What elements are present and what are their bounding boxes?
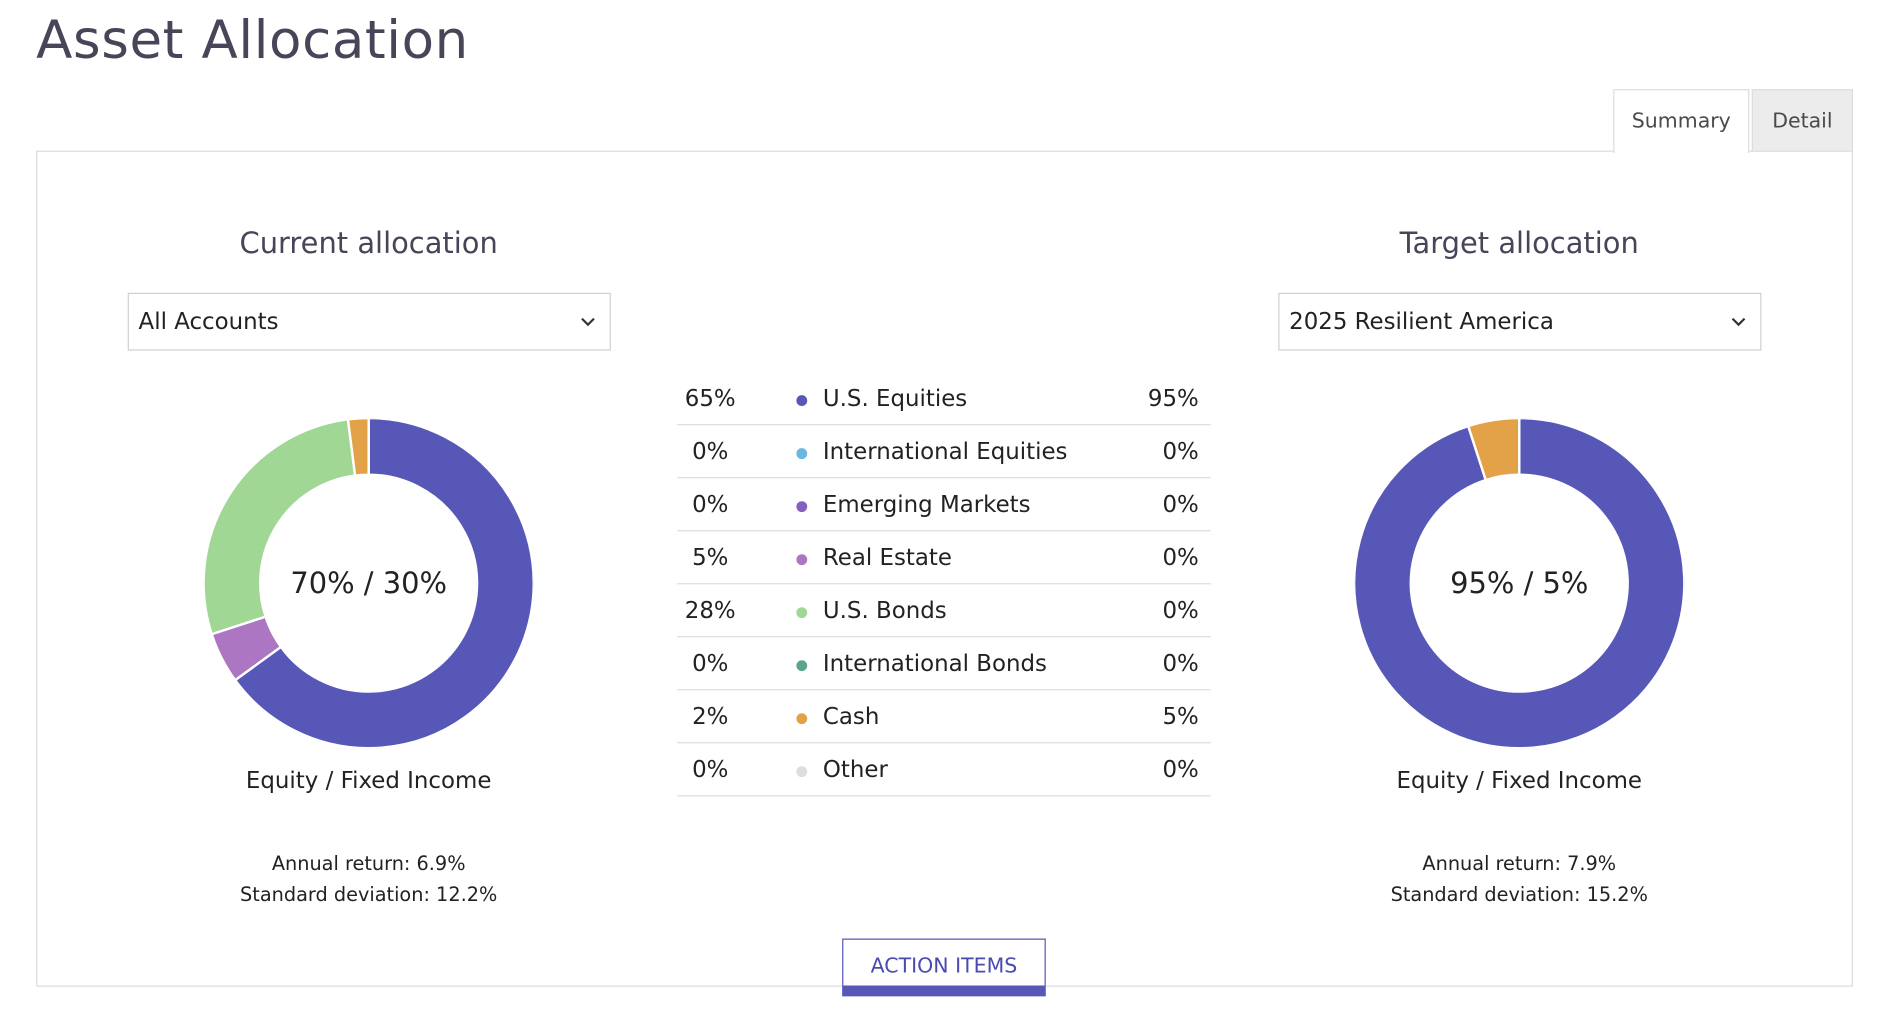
legend-asset-name: U.S. Equities <box>822 385 968 413</box>
current-standard-deviation: Standard deviation: 12.2% <box>240 883 498 907</box>
legend-current-value: 2% <box>692 703 729 730</box>
legend-target-value: 95% <box>1147 385 1199 413</box>
current-donut-slice-u-s-equities <box>233 418 534 749</box>
legend-current-value: 5% <box>692 543 729 571</box>
legend-asset-name: Real Estate <box>822 543 952 571</box>
legend-color-dot <box>796 659 808 671</box>
target-donut-slice-u-s-equities <box>1354 418 1685 749</box>
tab-summary[interactable]: Summary <box>1613 89 1750 154</box>
legend-row-us-equities: 65% U.S. Equities 95% <box>677 373 1211 426</box>
legend-asset-name: Emerging Markets <box>822 490 1031 518</box>
page-title: Asset Allocation <box>36 9 469 72</box>
current-account-select[interactable]: All Accounts <box>127 292 611 351</box>
legend-row-international-bonds: 0% International Bonds 0% <box>677 637 1211 691</box>
legend-current-value: 0% <box>692 490 729 518</box>
action-items-button[interactable]: ACTION ITEMS <box>842 938 1046 997</box>
legend-color-dot <box>796 712 808 724</box>
legend-target-value: 0% <box>1162 437 1199 465</box>
legend-color-dot <box>796 606 808 618</box>
current-account-select-value: All Accounts <box>138 308 279 335</box>
legend-target-value: 0% <box>1162 543 1199 571</box>
legend-current-value: 0% <box>692 756 729 783</box>
current-donut-center-label: 70% / 30% <box>290 566 447 600</box>
legend-asset-name: International Equities <box>822 437 1068 465</box>
legend-row-emerging-markets: 0% Emerging Markets 0% <box>677 478 1211 532</box>
legend-asset-name: Other <box>822 756 888 783</box>
legend-color-dot <box>796 553 808 565</box>
current-annual-return: Annual return: 6.9% <box>271 851 466 875</box>
current-donut-slice-u-s-bonds <box>203 418 357 636</box>
chevron-down-icon <box>581 317 595 327</box>
legend-target-value: 0% <box>1162 596 1199 624</box>
target-donut-chart <box>1354 418 1685 749</box>
target-standard-deviation: Standard deviation: 15.2% <box>1390 883 1648 907</box>
legend-row-us-bonds: 28% U.S. Bonds 0% <box>677 584 1211 638</box>
legend-current-value: 28% <box>684 596 736 624</box>
legend-color-dot <box>796 765 808 777</box>
legend-current-value: 0% <box>692 649 729 677</box>
legend-row-international-equities: 0% International Equities 0% <box>677 425 1211 479</box>
legend-asset-name: Cash <box>822 703 880 730</box>
target-split-label: Equity / Fixed Income <box>1396 767 1642 794</box>
target-allocation-donut: 95% / 5% <box>1354 418 1685 749</box>
legend-row-cash: 2% Cash 5% <box>677 690 1211 744</box>
allocation-panel <box>36 150 1853 987</box>
target-donut-slice-cash <box>1466 418 1521 482</box>
legend-color-dot <box>796 500 808 512</box>
legend-color-dot <box>796 395 808 407</box>
target-annual-return: Annual return: 7.9% <box>1422 851 1617 875</box>
target-donut-center-label: 95% / 5% <box>1450 566 1589 600</box>
current-split-label: Equity / Fixed Income <box>245 767 492 794</box>
legend-current-value: 0% <box>692 437 729 465</box>
legend-asset-name: U.S. Bonds <box>822 596 947 624</box>
current-allocation-heading: Current allocation <box>239 226 498 261</box>
target-allocation-heading: Target allocation <box>1399 226 1639 261</box>
current-donut-chart <box>203 418 534 749</box>
allocation-legend-table: 65% U.S. Equities 95% 0% International E… <box>677 373 1211 797</box>
legend-target-value: 0% <box>1162 756 1199 783</box>
target-portfolio-select[interactable]: 2025 Resilient America <box>1278 292 1762 351</box>
legend-row-other: 0% Other 0% <box>677 743 1211 797</box>
legend-asset-name: International Bonds <box>822 649 1047 677</box>
legend-color-dot <box>796 447 808 459</box>
legend-current-value: 65% <box>684 385 736 413</box>
legend-row-real-estate: 5% Real Estate 0% <box>677 531 1211 585</box>
current-donut-slice-cash <box>346 418 370 477</box>
tab-detail[interactable]: Detail <box>1751 89 1853 152</box>
chevron-down-icon <box>1731 317 1746 327</box>
current-allocation-donut: 70% / 30% <box>203 418 534 749</box>
legend-target-value: 5% <box>1162 703 1199 730</box>
target-portfolio-select-value: 2025 Resilient America <box>1289 308 1554 335</box>
legend-target-value: 0% <box>1162 490 1199 518</box>
legend-target-value: 0% <box>1162 649 1199 677</box>
